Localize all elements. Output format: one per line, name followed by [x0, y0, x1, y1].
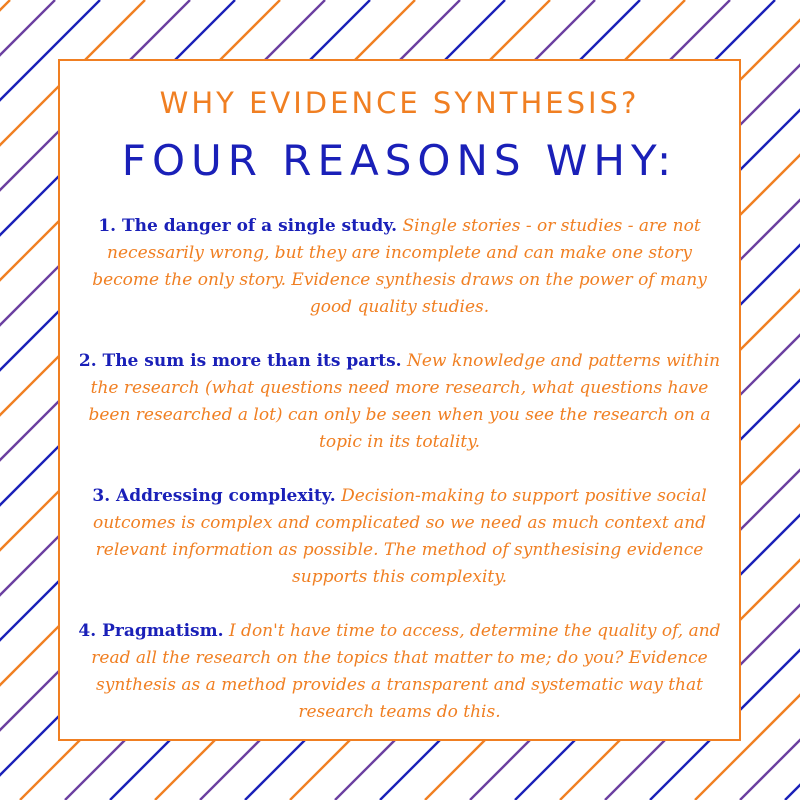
- background-stripe: [649, 648, 800, 800]
- reason-item: 2. The sum is more than its parts. New k…: [78, 348, 721, 456]
- reason-item: 4. Pragmatism. I don't have time to acce…: [78, 618, 721, 726]
- headline-title: FOUR REASONS WHY:: [121, 136, 678, 185]
- reason-item: 3. Addressing complexity. Decision-makin…: [78, 483, 721, 591]
- reason-lead: 1. The danger of a single study.: [98, 216, 398, 236]
- background-stripe: [0, 0, 56, 57]
- reason-lead: 2. The sum is more than its parts.: [78, 351, 402, 371]
- reason-lead: 4. Pragmatism.: [78, 621, 224, 641]
- reasons-list: 1. The danger of a single study. Single …: [78, 213, 721, 753]
- reasons-card: WHY EVIDENCE SYNTHESIS? FOUR REASONS WHY…: [58, 59, 741, 741]
- reason-item: 1. The danger of a single study. Single …: [78, 213, 721, 321]
- reason-body: Single stories - or studies - are not ne…: [92, 216, 707, 317]
- reason-body: New knowledge and patterns within the re…: [88, 351, 721, 452]
- background-stripe: [0, 0, 146, 147]
- reason-body: Decision-making to support positive soci…: [92, 486, 707, 587]
- reason-lead: 3. Addressing complexity.: [92, 486, 336, 506]
- background-stripe: [0, 0, 191, 192]
- background-stripe: [784, 783, 800, 800]
- reason-body: I don't have time to access, determine t…: [91, 621, 721, 722]
- kicker-title: WHY EVIDENCE SYNTHESIS?: [159, 86, 640, 120]
